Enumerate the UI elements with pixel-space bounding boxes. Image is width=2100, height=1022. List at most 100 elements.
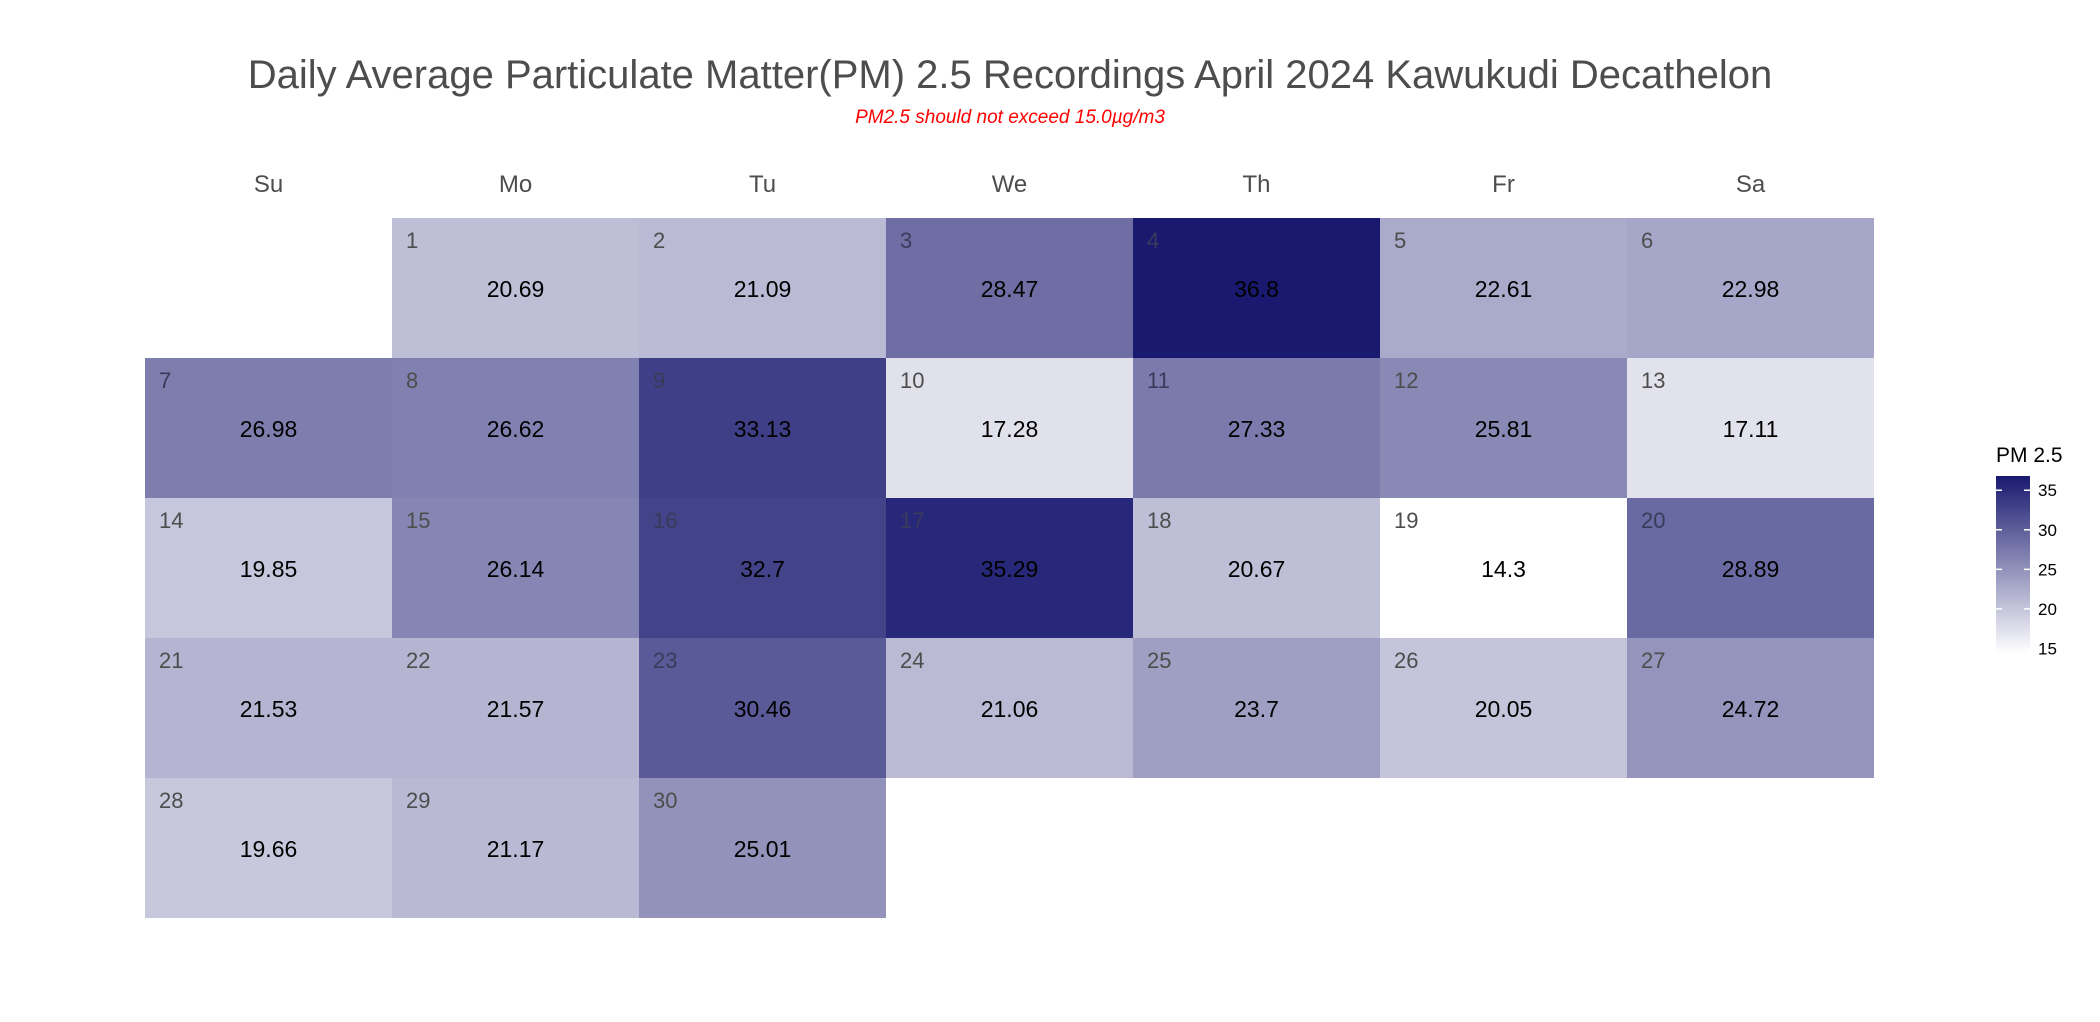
calendar-cell-fill (639, 218, 886, 358)
pm25-value-label: 21.57 (487, 696, 545, 722)
day-number: 18 (1147, 508, 1171, 533)
calendar-cell: 328.47 (886, 218, 1133, 358)
calendar-cell: 20 28.89 (1627, 498, 1874, 638)
calendar-cell: 26 20.05 (1380, 638, 1627, 778)
color-legend: PM 2.5 15 20 25 30 35 (1996, 444, 2063, 658)
day-number: 22 (406, 648, 430, 673)
day-number: 3 (900, 228, 912, 253)
day-number: 8 (406, 368, 418, 393)
pm25-value-label: 35.29 (981, 556, 1039, 582)
pm25-value-label: 27.33 (1228, 416, 1286, 442)
day-number: 1 (406, 228, 418, 253)
day-number: 26 (1394, 648, 1418, 673)
pm25-value-label: 21.53 (240, 696, 298, 722)
calendar-cell: 726.98 (145, 358, 392, 498)
calendar-cell-fill (1627, 638, 1874, 778)
calendar-cell-fill (639, 778, 886, 918)
pm25-value-label: 22.61 (1475, 276, 1533, 302)
day-number: 14 (159, 508, 183, 533)
calendar-cell: 15 26.14 (392, 498, 639, 638)
calendar-cell-fill (145, 638, 392, 778)
day-number: 19 (1394, 508, 1418, 533)
weekday-header: Su (254, 171, 283, 198)
calendar-cell-fill (1380, 218, 1627, 358)
weekday-header: We (992, 171, 1028, 198)
day-number: 16 (653, 508, 677, 533)
day-number: 15 (406, 508, 430, 533)
day-number: 7 (159, 368, 171, 393)
calendar-cell: 25 23.7 (1133, 638, 1380, 778)
legend-tick-label: 15 (2038, 639, 2057, 658)
calendar-cell-fill (1380, 498, 1627, 638)
day-number: 27 (1641, 648, 1665, 673)
day-number: 29 (406, 788, 430, 813)
pm25-value-label: 26.98 (240, 416, 298, 442)
pm25-value-label: 14.3 (1481, 556, 1526, 582)
calendar-cell-fill (392, 638, 639, 778)
calendar-cell: 13 17.11 (1627, 358, 1874, 498)
pm25-value-label: 28.47 (981, 276, 1039, 302)
calendar-cell: 622.98 (1627, 218, 1874, 358)
weekday-header: Th (1242, 171, 1270, 198)
calendar-cell-fill (1627, 218, 1874, 358)
pm25-value-label: 23.7 (1234, 696, 1279, 722)
legend-tick-label: 30 (2038, 521, 2057, 540)
day-number: 21 (159, 648, 183, 673)
calendar-cell: 21 21.53 (145, 638, 392, 778)
legend-title: PM 2.5 (1996, 444, 2063, 467)
pm25-value-label: 24.72 (1722, 696, 1780, 722)
calendar-cell: 23 30.46 (639, 638, 886, 778)
calendar-cell: 27 24.72 (1627, 638, 1874, 778)
day-number: 11 (1147, 368, 1170, 393)
calendar-cell: 120.69 (392, 218, 639, 358)
calendar-cell: 826.62 (392, 358, 639, 498)
calendar-cell-fill (1133, 638, 1380, 778)
calendar-cell-fill (886, 218, 1133, 358)
pm25-value-label: 26.14 (487, 556, 545, 582)
pm25-value-label: 28.89 (1722, 556, 1780, 582)
calendar-cell-fill (392, 498, 639, 638)
pm25-value-label: 22.98 (1722, 276, 1780, 302)
calendar-cell-fill (1627, 498, 1874, 638)
day-number: 20 (1641, 508, 1665, 533)
pm25-value-label: 17.28 (981, 416, 1039, 442)
calendar-cell: 933.13 (639, 358, 886, 498)
calendar-cell: 29 21.17 (392, 778, 639, 918)
legend-color-bar (1996, 476, 2030, 654)
day-number: 23 (653, 648, 677, 673)
weekday-header: Mo (499, 171, 532, 198)
day-number: 30 (653, 788, 677, 813)
pm25-value-label: 25.81 (1475, 416, 1533, 442)
pm25-value-label: 19.66 (240, 836, 298, 862)
calendar-cell: 12 25.81 (1380, 358, 1627, 498)
day-number: 28 (159, 788, 183, 813)
calendar-cell-fill (392, 358, 639, 498)
pm25-value-label: 20.05 (1475, 696, 1533, 722)
pm25-value-label: 20.69 (487, 276, 545, 302)
calendar-cell-fill (392, 218, 639, 358)
calendar-cell-fill (1133, 218, 1380, 358)
calendar-cell: 19 14.3 (1380, 498, 1627, 638)
calendar-cell: 17 35.29 (886, 498, 1133, 638)
day-number: 13 (1641, 368, 1665, 393)
day-number: 9 (653, 368, 665, 393)
calendar-cell: 522.61 (1380, 218, 1627, 358)
calendar-cell-fill (1133, 498, 1380, 638)
chart-title: Daily Average Particulate Matter(PM) 2.5… (248, 53, 1773, 97)
calendar-cell-fill (1627, 358, 1874, 498)
day-number: 25 (1147, 648, 1171, 673)
calendar-cell: 16 32.7 (639, 498, 886, 638)
weekday-header: Fr (1492, 171, 1515, 198)
day-number: 10 (900, 368, 924, 393)
calendar-cell: 22 21.57 (392, 638, 639, 778)
pm25-value-label: 21.17 (487, 836, 545, 862)
day-number: 2 (653, 228, 665, 253)
weekday-header: Tu (749, 171, 776, 198)
calendar-cell: 28 19.66 (145, 778, 392, 918)
calendar-cell: 14 19.85 (145, 498, 392, 638)
calendar-cell-fill (1133, 358, 1380, 498)
calendar-cell-fill (639, 638, 886, 778)
calendar-cell: 18 20.67 (1133, 498, 1380, 638)
legend-tick-label: 20 (2038, 600, 2057, 619)
